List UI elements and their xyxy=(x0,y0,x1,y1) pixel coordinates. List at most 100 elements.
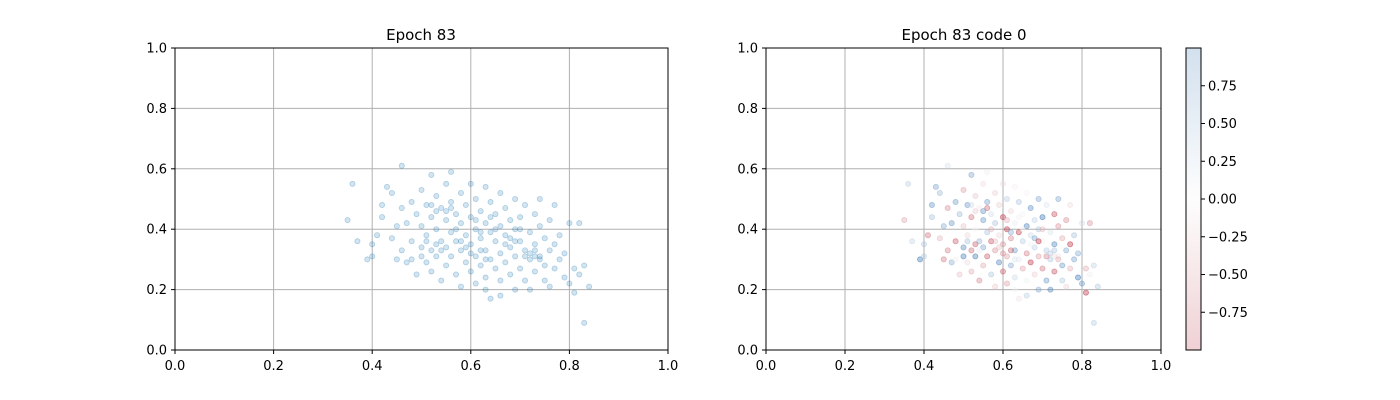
chart-left-point xyxy=(581,262,588,269)
chart-left-point xyxy=(413,211,420,218)
chart-right-xtick-label: 0.4 xyxy=(914,359,935,374)
chart-right-point xyxy=(1075,274,1082,281)
chart-right-point xyxy=(960,244,967,251)
chart-right-point xyxy=(1063,247,1070,254)
chart-left-xtick-label: 0.8 xyxy=(559,359,580,374)
chart-right-point xyxy=(1035,238,1042,245)
chart-left-point xyxy=(522,277,529,284)
chart-right-point xyxy=(1035,226,1042,233)
chart-left-point xyxy=(403,220,410,227)
chart-right-point xyxy=(968,171,975,178)
chart-right-point xyxy=(1043,247,1050,254)
chart-right-point xyxy=(992,189,999,196)
chart-left-point xyxy=(418,186,425,193)
chart-left-point xyxy=(423,202,430,209)
chart-right-xtick-label: 1.0 xyxy=(1151,359,1172,374)
chart-right-point xyxy=(952,256,959,263)
chart-right-point xyxy=(1055,195,1062,202)
chart-right-point xyxy=(932,183,939,190)
chart-right-point xyxy=(996,232,1003,239)
chart-left-point xyxy=(487,199,494,206)
chart-right-point xyxy=(1082,289,1089,296)
chart-left-point xyxy=(433,192,440,199)
chart-left-point xyxy=(497,189,504,196)
chart-left-point xyxy=(512,286,519,293)
chart-right-point xyxy=(1031,244,1038,251)
chart-left-point xyxy=(492,226,499,233)
chart-right-point xyxy=(980,180,987,187)
chart-left-point xyxy=(364,256,371,263)
chart-right-point xyxy=(1063,217,1070,224)
chart-left-point xyxy=(398,205,405,212)
chart-left-point xyxy=(423,232,430,239)
chart-left-point xyxy=(393,256,400,263)
chart-left-point xyxy=(423,238,430,245)
chart-right-point xyxy=(936,235,943,242)
colorbar-tick-label: −0.75 xyxy=(1208,306,1248,321)
chart-right-point xyxy=(1035,195,1042,202)
chart-left-point xyxy=(541,262,548,269)
chart-left-point xyxy=(487,229,494,236)
chart-left-point xyxy=(467,250,474,257)
chart-left-point xyxy=(546,217,553,224)
chart-left-point xyxy=(517,238,524,245)
chart-right-point xyxy=(1051,253,1058,260)
chart-right-point xyxy=(1003,195,1010,202)
chart-left-point xyxy=(388,235,395,242)
chart-left-point xyxy=(566,220,573,227)
chart-right-point xyxy=(988,238,995,245)
chart-right-point xyxy=(948,259,955,266)
chart-left-point xyxy=(453,238,460,245)
chart-right-point xyxy=(1011,220,1018,227)
chart-left-title: Epoch 83 xyxy=(386,26,456,44)
chart-right-point xyxy=(980,244,987,251)
chart-left-point xyxy=(492,211,499,218)
chart-right-ticks: 0.0 0.2 0.4 0.6 0.8 1.0 0.0 0.2 0.4 0.6 0.8 1.0 xyxy=(737,42,1171,375)
chart-right-points xyxy=(901,162,1101,326)
chart-left-point xyxy=(388,189,395,196)
chart-right: Epoch 83 code 0 0.0 0.2 0.4 0.6 0.8 1.0 0.0 0.2… xyxy=(737,26,1171,374)
chart-right-point xyxy=(984,205,991,212)
chart-right-point xyxy=(1047,229,1054,236)
chart-right-point xyxy=(1007,262,1014,269)
chart-left-point xyxy=(453,226,460,233)
chart-left-point xyxy=(448,253,455,260)
chart-right-point xyxy=(1086,220,1093,227)
chart-right-point xyxy=(980,208,987,215)
chart-right-point xyxy=(1011,274,1018,281)
chart-left-point xyxy=(507,244,514,251)
chart-right-point xyxy=(1007,208,1014,215)
chart-right-point xyxy=(940,223,947,230)
chart-left-point xyxy=(433,241,440,248)
chart-left-ticks: 0.0 0.2 0.4 0.6 0.8 1.0 0.0 0.2 0.4 0.6 0.8 1.0 xyxy=(146,42,678,375)
chart-right-point xyxy=(988,271,995,278)
chart-right-point xyxy=(1079,280,1086,287)
chart-right-point xyxy=(984,168,991,175)
chart-right-point xyxy=(964,232,971,239)
chart-left-point xyxy=(349,180,356,187)
chart-right-point xyxy=(1027,205,1034,212)
chart-right-point xyxy=(1067,202,1074,209)
chart-left-point xyxy=(418,253,425,260)
chart-right-point xyxy=(1000,250,1007,257)
colorbar-tick-label: −0.50 xyxy=(1208,268,1248,283)
chart-right-point xyxy=(928,214,935,221)
chart-right-point xyxy=(1000,214,1007,221)
chart-left-point xyxy=(457,189,464,196)
chart-right-point xyxy=(921,241,928,248)
chart-right-point xyxy=(1047,286,1054,293)
chart-right-point xyxy=(960,186,967,193)
chart-right-point xyxy=(909,238,916,245)
chart-left-point xyxy=(517,265,524,272)
chart-left-point xyxy=(467,241,474,248)
chart-right-xtick-label: 0.0 xyxy=(756,359,777,374)
chart-left-point xyxy=(443,262,450,269)
chart-right-point xyxy=(944,162,951,169)
chart-left-point xyxy=(482,286,489,293)
chart-left-point xyxy=(344,217,351,224)
chart-right-point xyxy=(1031,217,1038,224)
chart-right-point xyxy=(976,277,983,284)
chart-right-xtick-label: 0.6 xyxy=(993,359,1014,374)
chart-right-point xyxy=(968,214,975,221)
chart-left-point xyxy=(472,217,479,224)
